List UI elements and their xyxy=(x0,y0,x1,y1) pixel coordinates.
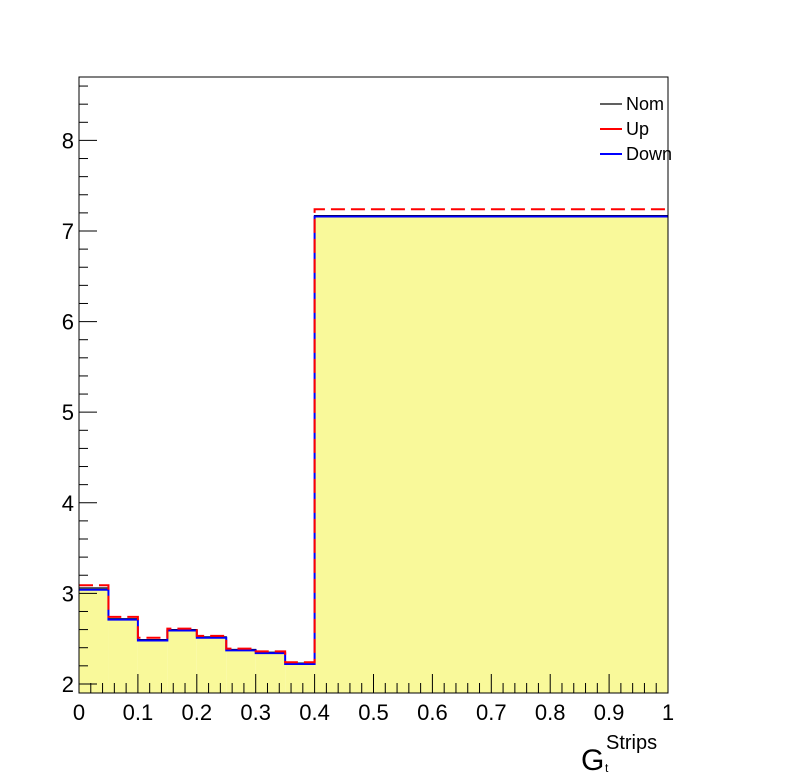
x-tick-label: 0.6 xyxy=(417,700,448,725)
nominal-fill-layer xyxy=(79,215,668,693)
series-line-up xyxy=(79,208,668,664)
y-tick-label: 5 xyxy=(62,400,74,425)
nominal-fill-bin xyxy=(314,215,668,693)
nominal-fill-bin xyxy=(285,663,315,693)
y-tick-label: 7 xyxy=(62,219,74,244)
x-tick-label: 0.8 xyxy=(535,700,566,725)
x-tick-label: 0.4 xyxy=(299,700,330,725)
x-axis-title-main: G xyxy=(581,744,604,772)
x-tick-label: 0.3 xyxy=(240,700,271,725)
y-tick-label: 2 xyxy=(62,672,74,697)
y-tick-label: 3 xyxy=(62,581,74,606)
legend-label-up: Up xyxy=(626,119,649,139)
series-line-down xyxy=(79,215,668,666)
nominal-fill-bin xyxy=(255,652,286,693)
x-tick-label: 0.5 xyxy=(358,700,389,725)
x-tick-label: 1 xyxy=(662,700,674,725)
y-tick-label: 8 xyxy=(62,128,74,153)
y-tick-label: 6 xyxy=(62,310,74,335)
x-axis-title-subscript: t xyxy=(605,761,609,772)
y-tick-label: 4 xyxy=(62,491,74,516)
x-tick-label: 0.1 xyxy=(123,700,154,725)
nominal-fill-bin xyxy=(167,629,197,693)
x-axis-title: G Strips t xyxy=(581,732,657,772)
x-tick-label: 0.7 xyxy=(476,700,507,725)
legend: Nom Up Down xyxy=(600,94,672,164)
nominal-fill-bin xyxy=(79,587,109,693)
legend-label-down: Down xyxy=(626,144,672,164)
x-axis-title-superscript: Strips xyxy=(606,732,657,754)
nominal-fill-bin xyxy=(137,639,168,693)
x-tick-label: 0.9 xyxy=(594,700,625,725)
x-tick-label: 0 xyxy=(73,700,85,725)
series-layer xyxy=(79,208,668,666)
x-tick-label: 0.2 xyxy=(182,700,213,725)
ticks-layer: 0 0.1 0.2 0.3 0.4 0.5 0.6 0.7 0.8 0.9 1 2 3 4 5 6 7 8 xyxy=(62,85,674,725)
nominal-fill-bin xyxy=(196,636,227,693)
nominal-fill-bin xyxy=(226,649,256,693)
legend-label-nom: Nom xyxy=(626,94,664,114)
nominal-fill-bin xyxy=(108,618,138,693)
